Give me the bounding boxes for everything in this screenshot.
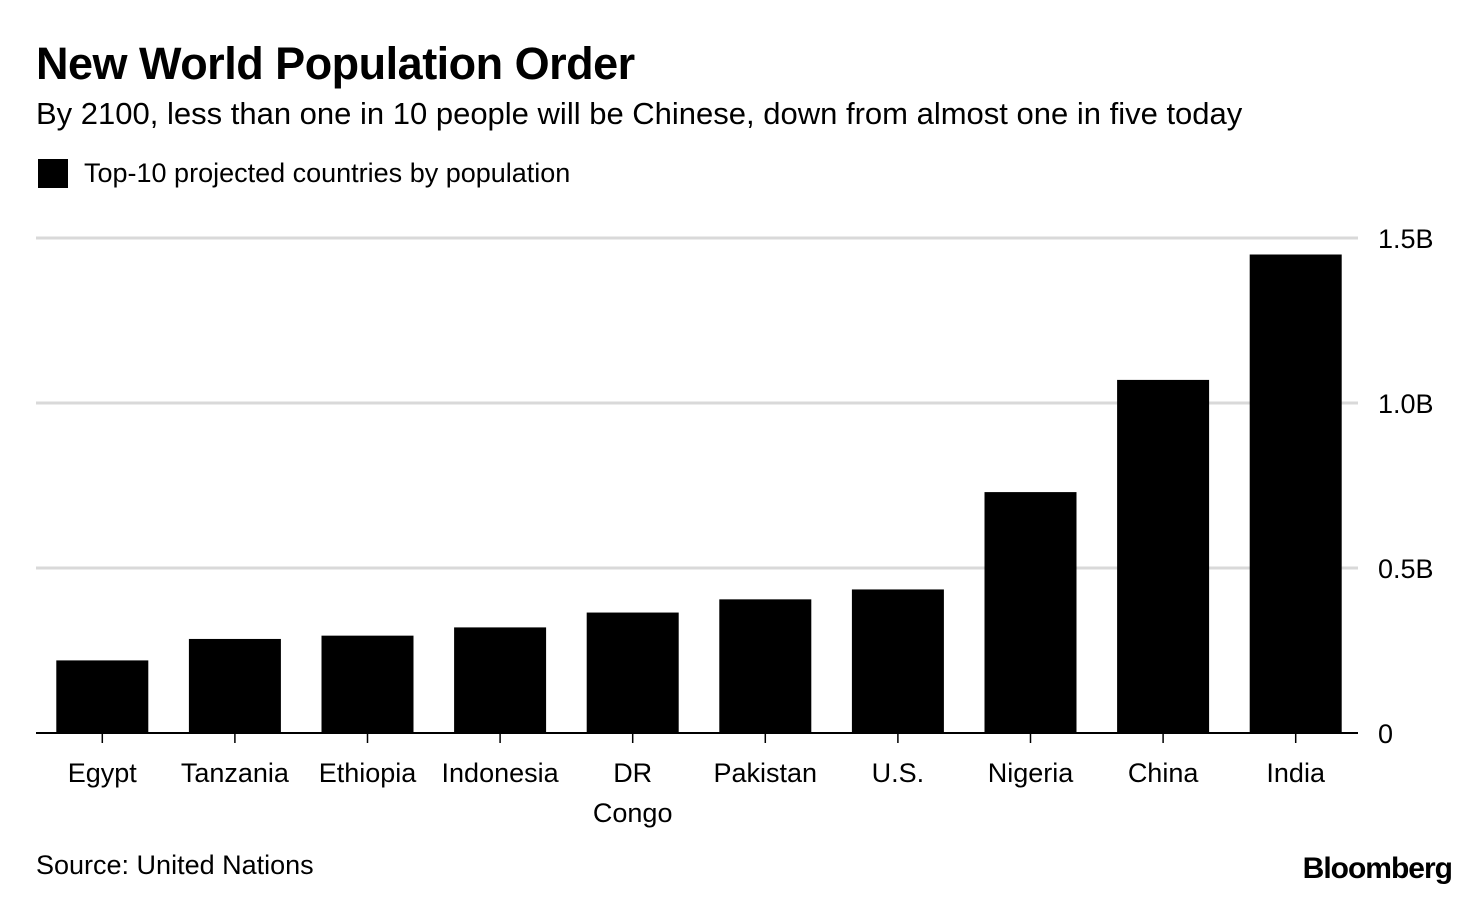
x-tick-label: Congo bbox=[593, 798, 673, 828]
bar bbox=[56, 660, 149, 733]
y-tick-label: 1.5B bbox=[1378, 224, 1434, 254]
chart-legend: Top-10 projected countries by population bbox=[38, 158, 570, 189]
bloomberg-logo: Bloomberg bbox=[1302, 852, 1453, 885]
x-tick-label: U.S. bbox=[872, 758, 925, 788]
x-tick-label: Pakistan bbox=[714, 758, 818, 788]
bar bbox=[851, 589, 944, 733]
x-tick-label: Nigeria bbox=[988, 758, 1075, 788]
bar bbox=[1249, 254, 1342, 733]
bar bbox=[454, 627, 547, 733]
x-tick-label: Egypt bbox=[68, 758, 138, 788]
chart-subtitle: By 2100, less than one in 10 people will… bbox=[36, 96, 1243, 131]
chart-title: New World Population Order bbox=[36, 38, 635, 89]
y-tick-label: 0 bbox=[1378, 719, 1393, 749]
x-tick-label: Indonesia bbox=[442, 758, 560, 788]
bar bbox=[321, 635, 414, 733]
y-tick-label: 1.0B bbox=[1378, 389, 1434, 419]
source-note: Source: United Nations bbox=[36, 850, 314, 880]
bar bbox=[719, 599, 812, 733]
legend-label: Top-10 projected countries by population bbox=[84, 158, 571, 188]
y-tick-label: 0.5B bbox=[1378, 554, 1434, 584]
bar bbox=[984, 492, 1077, 733]
bar bbox=[1117, 379, 1210, 733]
x-tick-label: Ethiopia bbox=[319, 758, 418, 788]
x-tick-label: DR bbox=[613, 758, 652, 788]
x-tick-label: China bbox=[1128, 758, 1200, 788]
x-tick-label: Tanzania bbox=[181, 758, 290, 788]
legend-swatch bbox=[38, 159, 68, 188]
bar bbox=[188, 638, 281, 733]
x-tick-label: India bbox=[1266, 758, 1326, 788]
bar bbox=[586, 612, 679, 733]
